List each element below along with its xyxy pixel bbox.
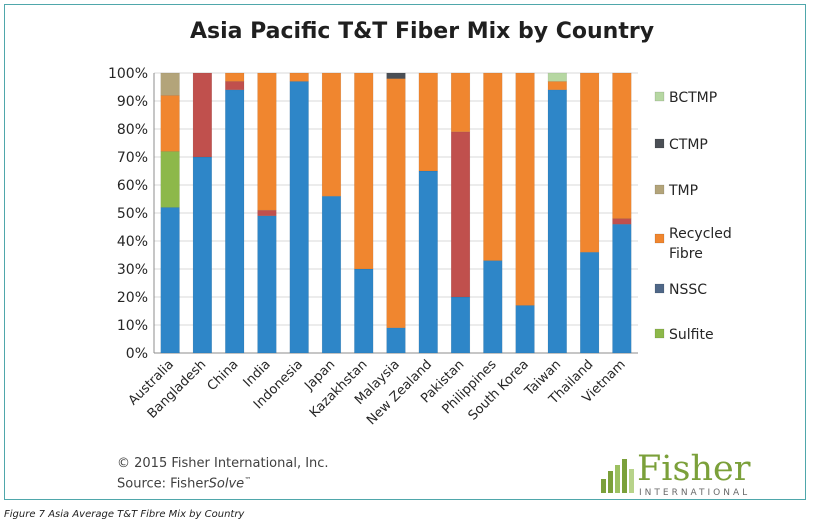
- bar-segment: [289, 81, 309, 354]
- bar-segment: [612, 72, 632, 219]
- bar-segment: [515, 72, 535, 306]
- legend-label: Fibre: [669, 246, 703, 262]
- bar-segment: [547, 89, 567, 354]
- y-tick-label: 80%: [117, 122, 148, 138]
- y-tick-label: 50%: [117, 206, 148, 222]
- bar-segment: [418, 170, 438, 354]
- y-tick-label: 90%: [117, 94, 148, 110]
- bar-segment: [579, 72, 600, 253]
- bar-segment: [483, 260, 503, 354]
- bar-segment: [612, 218, 632, 225]
- logo-mark-icon: [601, 459, 634, 493]
- bar-segment: [225, 89, 245, 354]
- bar-segment: [257, 215, 277, 354]
- bar-segment: [579, 251, 600, 354]
- bar-segment: [192, 72, 213, 158]
- legend-label: CTMP: [669, 137, 708, 153]
- legend-label: Sulfite: [669, 327, 714, 343]
- bar-segment: [483, 72, 503, 261]
- logo-wordmark: Fisher: [637, 449, 751, 489]
- bar-segment: [160, 72, 180, 96]
- chart-title: Asia Pacific T&T Fiber Mix by Country: [190, 19, 654, 44]
- legend-swatch: [654, 138, 665, 149]
- bar-segment: [160, 207, 180, 354]
- bar-segment: [321, 195, 342, 354]
- y-tick-label: 70%: [117, 150, 148, 166]
- x-tick-label: China: [205, 357, 242, 394]
- legend-label: BCTMP: [669, 90, 717, 106]
- bar-segment: [160, 95, 180, 152]
- legend-swatch: [654, 233, 665, 244]
- legend-swatch: [654, 283, 665, 294]
- y-tick-label: 40%: [117, 234, 148, 250]
- source-text: Source: FisherSolve™: [117, 476, 251, 491]
- bar-segment: [547, 72, 567, 82]
- legend-swatch: [654, 328, 665, 339]
- source-prefix: Source: Fisher: [117, 476, 209, 492]
- bar-segment: [450, 131, 471, 298]
- source-tm: ™: [244, 476, 252, 484]
- y-tick-label: 30%: [117, 262, 148, 278]
- bar-segment: [386, 327, 406, 354]
- legend-label: TMP: [668, 183, 698, 199]
- bar-segment: [160, 151, 180, 208]
- bar-segment: [354, 268, 374, 354]
- copyright-text: © 2015 Fisher International, Inc.: [117, 456, 329, 471]
- legend-label: NSSC: [669, 282, 707, 298]
- bar-segment: [225, 72, 245, 82]
- bar-segment: [257, 72, 277, 211]
- chart-frame: Asia Pacific T&T Fiber Mix by Country 0% 1…: [4, 4, 806, 500]
- bar-segment: [257, 209, 277, 217]
- bar-segment: [354, 72, 374, 270]
- bar-segment: [289, 72, 309, 82]
- bar-segment: [450, 72, 471, 133]
- figure-caption: Figure 7 Asia Average T&T Fibre Mix by C…: [4, 509, 245, 520]
- legend-swatch: [654, 91, 665, 102]
- legend-swatch: [654, 184, 665, 195]
- bar-segment: [225, 81, 245, 91]
- bar-segment: [386, 78, 406, 329]
- y-tick-label: 10%: [117, 318, 148, 334]
- bar-segment: [386, 72, 406, 79]
- bar-segment: [547, 81, 567, 91]
- y-tick-label: 0%: [126, 346, 148, 362]
- y-tick-label: 20%: [117, 290, 148, 306]
- bar-segment: [321, 72, 342, 197]
- bar-segment: [192, 156, 213, 354]
- y-tick-label: 60%: [117, 178, 148, 194]
- bar-segment: [418, 72, 438, 172]
- bar-segment: [515, 305, 535, 354]
- bar-segment: [612, 223, 632, 354]
- stacked-bar-chart: Asia Pacific T&T Fiber Mix by Country 0% 1…: [108, 19, 732, 428]
- source-italic: Solve: [208, 476, 245, 492]
- y-tick-label: 100%: [108, 66, 148, 82]
- bar-segment: [450, 296, 471, 354]
- fisher-logo: Fisher INTERNATIONAL: [601, 449, 750, 501]
- logo-subtitle: INTERNATIONAL: [639, 488, 751, 498]
- legend-label: Recycled: [669, 226, 732, 242]
